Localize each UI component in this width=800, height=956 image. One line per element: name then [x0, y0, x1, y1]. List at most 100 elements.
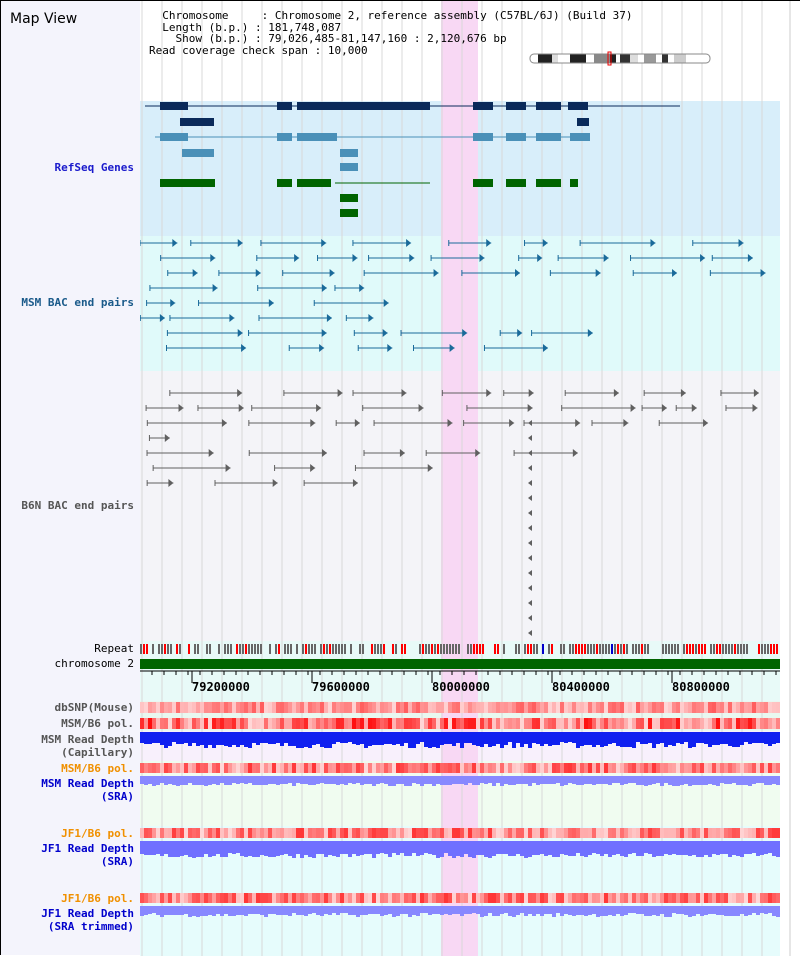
jf1-trim-depth-bar	[256, 906, 260, 914]
track-label-refseq[interactable]: RefSeq Genes	[54, 161, 134, 174]
jf1-pol-heat-cell	[424, 828, 428, 838]
track-label-msm-pol-sra[interactable]: MSM/B6 pol.	[61, 762, 134, 775]
gene-exon	[340, 149, 358, 157]
track-label-msm-depth-cap[interactable]: MSM Read Depth	[41, 733, 134, 746]
jf1-pol-heat-cell	[348, 828, 352, 838]
jf1-trim-depth-bar	[632, 906, 636, 913]
jf1-pol2-heat-cell	[712, 893, 716, 903]
track-label-msm-pol[interactable]: MSM/B6 pol.	[61, 717, 134, 730]
jf1-pol-heat-cell	[356, 828, 360, 838]
jf1-pol-heat-cell	[652, 828, 656, 838]
msm-sra-depth-bar	[492, 776, 496, 786]
msm-cap-depth-bar	[420, 732, 424, 742]
msm-sra-depth-bar	[144, 776, 148, 785]
msm-sra-depth-bar	[540, 776, 544, 784]
jf1-pol2-heat-cell	[664, 893, 668, 903]
msm-pol-sra-heat-cell	[392, 763, 396, 773]
track-label-jf1-depth[interactable]: JF1 Read Depth	[41, 842, 134, 855]
jf1-pol2-heat-cell	[520, 893, 524, 903]
msm-pol-heat-cell	[248, 718, 252, 729]
jf1-trim-depth-bar	[224, 906, 228, 914]
dbsnp-heat-cell	[408, 702, 412, 713]
ideogram-position-marker	[607, 51, 612, 66]
msm-pol-sra-heat-cell	[180, 763, 184, 773]
repeat-element	[176, 644, 178, 654]
msm-pol-heat-cell	[264, 718, 268, 729]
gene-exon	[277, 179, 292, 187]
track-label-jf1-depth-trimmed[interactable]: JF1 Read Depth	[41, 907, 134, 920]
msm-pol-heat-cell	[348, 718, 352, 729]
jf1-pol2-heat-cell	[516, 893, 520, 903]
msm-sra-depth-bar	[524, 776, 528, 784]
track-label-msm-depth-sra[interactable]: MSM Read Depth	[41, 777, 134, 790]
track-label-msm-bac[interactable]: MSM BAC end pairs	[21, 296, 134, 309]
msm-pol-heat-cell	[688, 718, 692, 729]
repeat-element	[683, 644, 685, 654]
jf1-sra-depth-bar	[400, 841, 404, 853]
b6n-bac-pair-end	[753, 389, 759, 397]
msm-sra-depth-bar	[168, 776, 172, 784]
gene-exon	[277, 133, 292, 141]
msm-cap-depth-bar	[312, 732, 316, 745]
msm-pol-sra-heat-cell	[452, 763, 456, 773]
gene-exon	[536, 179, 561, 187]
repeat-element	[401, 644, 403, 654]
jf1-trim-depth-bar	[524, 906, 528, 916]
jf1-pol-heat-cell	[320, 828, 324, 838]
msm-pol-heat-cell	[388, 718, 392, 729]
track-label-msm-depth-sra-sub: (SRA)	[100, 790, 134, 803]
jf1-pol-heat-cell	[404, 828, 408, 838]
dbsnp-heat-cell	[248, 702, 252, 713]
track-label-jf1-pol-2[interactable]: JF1/B6 pol.	[61, 892, 134, 905]
msm-bac-pair-end	[537, 254, 543, 262]
msm-pol-heat-cell	[620, 718, 624, 729]
b6n-bac-pair-end	[475, 449, 481, 457]
jf1-trim-depth-bar	[196, 906, 200, 917]
msm-sra-depth-bar	[356, 776, 360, 783]
b6n-bac-pair-end	[168, 479, 174, 487]
b6n-bac-pair-end	[321, 449, 327, 457]
track-label-jf1-pol[interactable]: JF1/B6 pol.	[61, 827, 134, 840]
msm-pol-sra-heat-cell	[572, 763, 576, 773]
jf1-pol2-heat-cell	[552, 893, 556, 903]
dbsnp-heat-cell	[588, 702, 592, 713]
jf1-trim-depth-bar	[420, 906, 424, 913]
msm-pol-sra-heat-cell	[308, 763, 312, 773]
msm-pol-heat-cell	[568, 718, 572, 729]
track-label-dbsnp[interactable]: dbSNP(Mouse)	[54, 701, 134, 714]
track-area[interactable]: 79200000 79600000 80000000 80400000 80800000	[140, 1, 800, 956]
dbsnp-heat-cell	[428, 702, 432, 713]
ideogram-band	[530, 54, 538, 63]
jf1-sra-depth-bar	[588, 841, 592, 855]
msm-pol-heat-cell	[540, 718, 544, 729]
repeat-element	[197, 644, 199, 654]
ideogram-band	[552, 54, 558, 63]
jf1-trim-depth-bar	[624, 906, 628, 915]
dbsnp-heat-cell	[604, 702, 608, 713]
jf1-pol2-heat-cell	[428, 893, 432, 903]
msm-sra-depth-bar	[648, 776, 652, 785]
jf1-pol2-heat-cell	[344, 893, 348, 903]
jf1-pol2-heat-cell	[388, 893, 392, 903]
msm-cap-depth-bar	[660, 732, 664, 743]
jf1-sra-depth-bar	[772, 841, 776, 856]
jf1-sra-depth-bar	[292, 841, 296, 858]
jf1-pol-heat-cell	[568, 828, 572, 838]
repeat-element	[596, 644, 598, 654]
jf1-pol2-heat-cell	[528, 893, 532, 903]
jf1-pol2-heat-cell	[580, 893, 584, 903]
repeat-element	[455, 644, 457, 654]
map-canvas[interactable]: 79200000 79600000 80000000 80400000 80800000	[140, 0, 800, 956]
dbsnp-heat-cell	[228, 702, 232, 713]
repeat-element	[404, 644, 406, 654]
jf1-sra-depth-bar	[396, 841, 400, 855]
msm-pol-heat-cell	[176, 718, 180, 729]
jf1-pol-heat-cell	[776, 828, 780, 838]
track-label-b6n-bac[interactable]: B6N BAC end pairs	[21, 499, 134, 512]
jf1-pol2-heat-cell	[568, 893, 572, 903]
jf1-pol2-heat-cell	[348, 893, 352, 903]
msm-pol-heat-cell	[148, 718, 152, 729]
msm-pol-sra-heat-cell	[140, 763, 144, 773]
jf1-trim-depth-bar	[404, 906, 408, 914]
msm-cap-depth-bar	[768, 732, 772, 746]
